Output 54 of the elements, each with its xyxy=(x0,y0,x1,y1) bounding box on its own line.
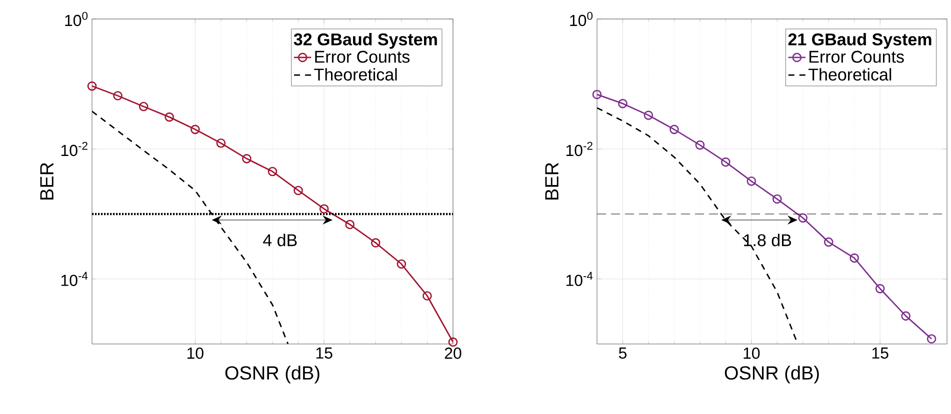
y-tick-label: 10$^{-2}$ xyxy=(61,142,88,156)
point xyxy=(448,337,458,347)
point xyxy=(850,253,859,263)
point xyxy=(190,124,200,134)
point xyxy=(592,90,602,100)
y-tick-label: 10$^{-4}$ xyxy=(566,272,593,286)
y-tick-label: 10$^{-2}$ xyxy=(566,142,592,156)
point xyxy=(345,220,355,230)
point xyxy=(901,311,910,321)
y-tick-label: 10$^{-4}$ xyxy=(61,272,88,286)
y-tick-label: 10$^{0}$ xyxy=(570,12,593,26)
point xyxy=(216,138,226,148)
x-tick-label: 20 xyxy=(444,348,462,359)
point xyxy=(722,216,731,224)
y-axis-title: BER xyxy=(545,162,558,200)
point xyxy=(87,81,97,91)
point xyxy=(721,157,730,167)
annotation: 1.8 dB xyxy=(744,234,792,246)
point xyxy=(268,166,278,176)
point xyxy=(746,176,756,186)
y-tick-label: 10$^{0}$ xyxy=(65,12,88,26)
point xyxy=(798,213,808,223)
point xyxy=(294,186,303,196)
legend-label: Error Counts xyxy=(315,50,410,63)
x-tick-label: 10 xyxy=(187,348,204,359)
annotation: 4 dB xyxy=(263,234,297,246)
y-axis-title: BER xyxy=(40,162,54,200)
point xyxy=(138,102,148,112)
point xyxy=(396,259,406,269)
x-tick-label: 15 xyxy=(872,348,888,359)
point xyxy=(926,334,936,344)
point xyxy=(371,238,380,248)
legend-label: Theoretical xyxy=(314,68,397,81)
x-tick-label: 5 xyxy=(618,348,627,359)
x-tick-label: 10 xyxy=(744,348,760,359)
point xyxy=(618,98,628,108)
x-axis-title: OSNR (dB) xyxy=(225,366,320,384)
point xyxy=(875,284,885,294)
point xyxy=(242,154,252,164)
point xyxy=(164,112,174,122)
point xyxy=(113,91,122,100)
point xyxy=(644,110,654,120)
legend-title: 32 GBaud System xyxy=(294,32,437,49)
point xyxy=(422,291,432,301)
point xyxy=(319,204,329,214)
legend-title: 21 GBaud System xyxy=(788,32,932,49)
x-tick-label: 15 xyxy=(316,348,332,359)
legend-label: Theoretical xyxy=(808,68,892,81)
legend-label: Error Counts xyxy=(810,50,904,63)
point xyxy=(695,140,705,150)
point xyxy=(670,124,679,134)
point xyxy=(772,194,782,204)
point xyxy=(824,237,834,247)
x-axis-title: OSNR (dB) xyxy=(724,366,819,384)
